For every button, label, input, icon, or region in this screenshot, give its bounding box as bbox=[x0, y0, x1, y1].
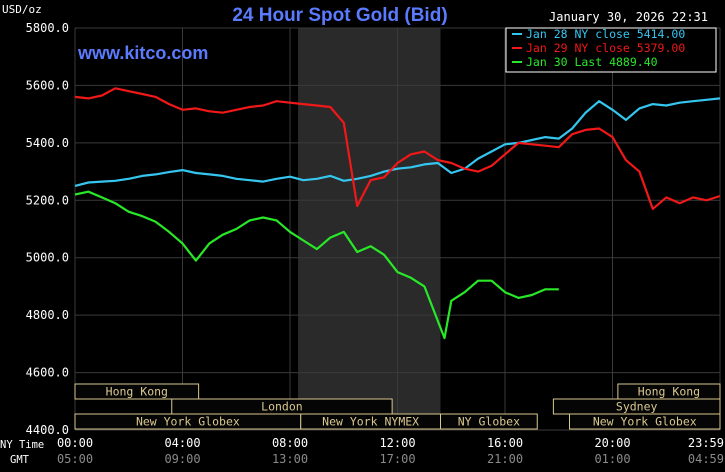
session-label: Hong Kong bbox=[638, 385, 700, 399]
chart-datetime: January 30, 2026 22:31 bbox=[549, 10, 708, 24]
x-axis-ticks: 00:00 05:00 04:00 09:00 08:00 13:00 12:00 17:00… bbox=[57, 436, 724, 466]
x-tick-label-ny: 20:00 bbox=[594, 436, 630, 450]
watermark: www.kitco.com bbox=[77, 43, 208, 63]
session-bar-box bbox=[440, 413, 538, 430]
y-tick-label: 4600.0 bbox=[26, 366, 69, 380]
x-tick-label-gmt: 04:59 bbox=[688, 452, 724, 466]
session-bar: NY Globex bbox=[440, 413, 538, 430]
y-tick-label: 5800.0 bbox=[26, 21, 69, 35]
x-tick-label-gmt: 01:00 bbox=[594, 452, 630, 466]
x-axis-row2-label: GMT bbox=[10, 454, 30, 466]
y-axis-unit: USD/oz bbox=[2, 3, 42, 16]
x-tick-label-ny: 16:00 bbox=[487, 436, 523, 450]
session-label: London bbox=[261, 400, 303, 414]
session-bar: New York Globex bbox=[569, 413, 721, 430]
x-tick-label-ny: 23:59 bbox=[688, 436, 724, 450]
session-bar-box bbox=[74, 383, 200, 400]
y-tick-label: 5400.0 bbox=[26, 136, 69, 150]
x-tick-label-ny: 08:00 bbox=[272, 436, 308, 450]
legend-entry: Jan 28 NY close 5414.00 bbox=[526, 27, 685, 41]
session-label: New York Globex bbox=[136, 415, 240, 429]
y-tick-label: 5600.0 bbox=[26, 78, 69, 92]
series-line bbox=[74, 87, 721, 210]
shaded-trading-period bbox=[298, 28, 441, 430]
x-tick-label-gmt: 21:00 bbox=[487, 452, 523, 466]
price-series bbox=[74, 87, 721, 340]
x-axis-row1-label: NY Time bbox=[0, 439, 44, 451]
session-label: NY Globex bbox=[458, 415, 520, 429]
legend-entry: Jan 30 Last 4889.40 bbox=[526, 55, 658, 69]
session-bar-box bbox=[569, 413, 721, 430]
chart-title: 24 Hour Spot Gold (Bid) bbox=[232, 5, 447, 26]
session-bar: London bbox=[171, 398, 393, 415]
session-label: Sydney bbox=[616, 400, 658, 414]
x-tick-label-gmt: 17:00 bbox=[379, 452, 415, 466]
session-bar: New York Globex bbox=[74, 413, 302, 430]
y-tick-label: 4400.0 bbox=[26, 423, 69, 437]
y-axis-ticks: 4400.0 4600.0 4800.0 5000.0 5200.0 5400.0 5600… bbox=[26, 21, 69, 437]
series-line bbox=[74, 97, 721, 187]
x-tick-label-ny: 12:00 bbox=[379, 436, 415, 450]
session-label: New York NYMEX bbox=[322, 415, 419, 429]
series-line bbox=[74, 190, 559, 340]
y-tick-label: 5000.0 bbox=[26, 251, 69, 265]
x-tick-label-gmt: 09:00 bbox=[164, 452, 200, 466]
session-bar: Sydney bbox=[552, 398, 721, 415]
session-bar: Hong Kong bbox=[617, 383, 721, 400]
y-tick-label: 5200.0 bbox=[26, 193, 69, 207]
y-tick-label: 4800.0 bbox=[26, 308, 69, 322]
session-bar: New York NYMEX bbox=[300, 413, 441, 430]
x-tick-label-ny: 04:00 bbox=[164, 436, 200, 450]
x-tick-label-gmt: 13:00 bbox=[272, 452, 308, 466]
session-label: Hong Kong bbox=[106, 385, 168, 399]
legend-entry: Jan 29 NY close 5379.00 bbox=[526, 41, 685, 55]
x-tick-label-ny: 00:00 bbox=[57, 436, 93, 450]
legend-box bbox=[505, 27, 717, 73]
session-bar: Hong Kong bbox=[74, 383, 200, 400]
session-label: New York Globex bbox=[593, 415, 697, 429]
x-tick-label-gmt: 05:00 bbox=[57, 452, 93, 466]
